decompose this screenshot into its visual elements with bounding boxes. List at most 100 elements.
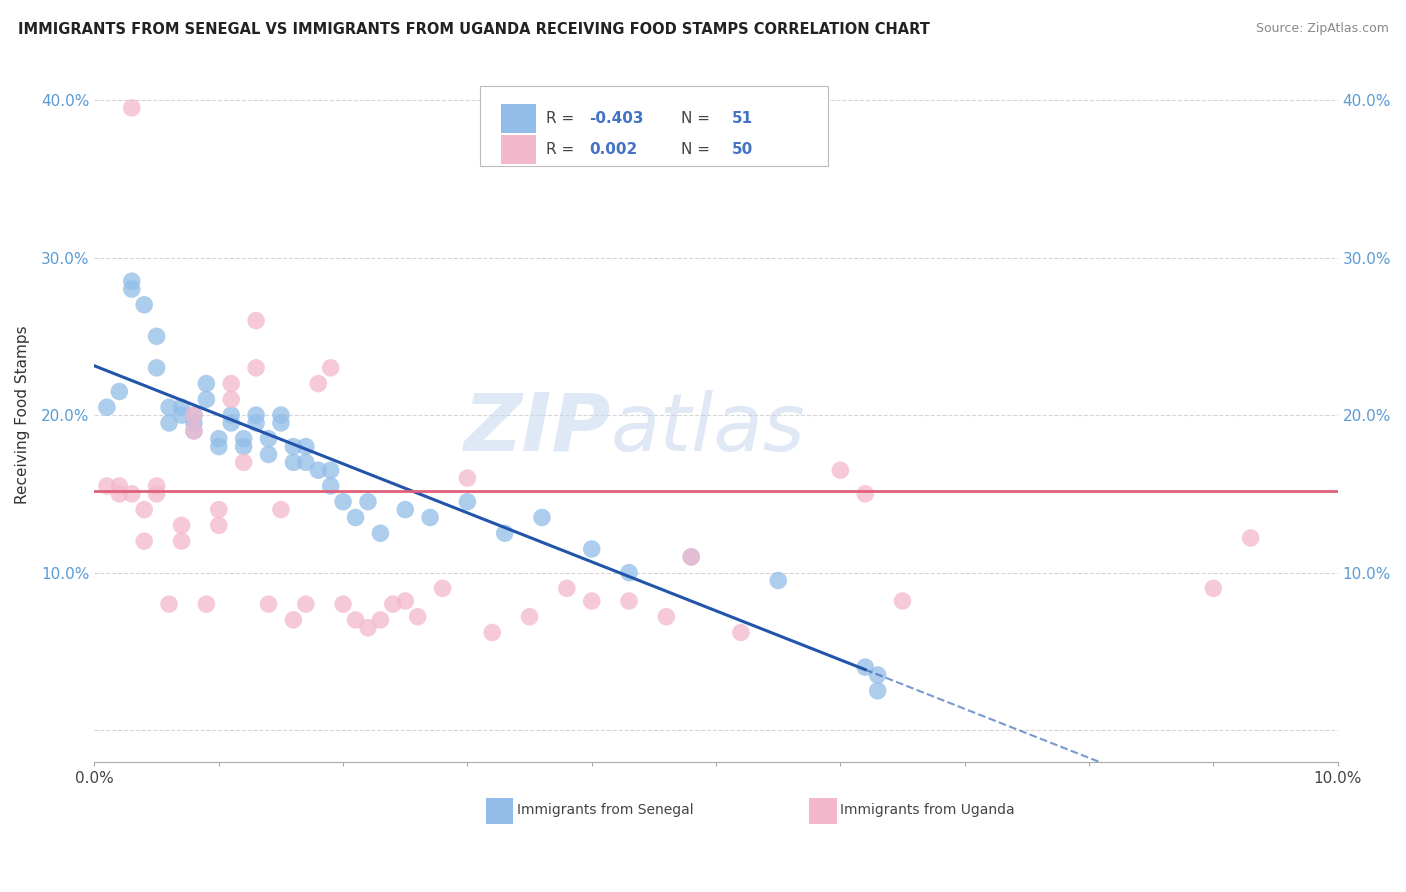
Point <box>1239 531 1261 545</box>
Point <box>232 455 254 469</box>
Bar <box>501 104 536 133</box>
Text: 50: 50 <box>733 142 754 157</box>
Point <box>555 582 578 596</box>
Point <box>170 518 193 533</box>
Text: -0.403: -0.403 <box>589 111 644 126</box>
Point <box>432 582 454 596</box>
Point <box>370 613 392 627</box>
Point <box>257 448 280 462</box>
Text: IMMIGRANTS FROM SENEGAL VS IMMIGRANTS FROM UGANDA RECEIVING FOOD STAMPS CORRELAT: IMMIGRANTS FROM SENEGAL VS IMMIGRANTS FR… <box>18 22 931 37</box>
Point <box>183 408 205 422</box>
Point <box>208 432 231 446</box>
Point <box>681 549 703 564</box>
Point <box>208 502 231 516</box>
Point <box>121 487 143 501</box>
Bar <box>486 797 513 824</box>
Point <box>866 668 889 682</box>
Y-axis label: Receiving Food Stamps: Receiving Food Stamps <box>15 326 30 504</box>
Point <box>1202 582 1225 596</box>
Point <box>245 408 267 422</box>
Point <box>456 471 478 485</box>
Point <box>617 566 640 580</box>
Point <box>219 376 242 391</box>
Point <box>145 360 167 375</box>
Point <box>370 526 392 541</box>
Point <box>357 494 380 508</box>
Point <box>183 424 205 438</box>
Point <box>332 494 354 508</box>
Point <box>519 609 541 624</box>
Point <box>121 274 143 288</box>
Point <box>394 594 416 608</box>
Point <box>145 329 167 343</box>
Point <box>307 376 329 391</box>
Point <box>183 424 205 438</box>
Point <box>108 487 131 501</box>
Point <box>830 463 852 477</box>
Point <box>245 416 267 430</box>
Point <box>766 574 789 588</box>
Point <box>270 408 292 422</box>
Point <box>891 594 914 608</box>
Point <box>245 360 267 375</box>
Text: Immigrants from Uganda: Immigrants from Uganda <box>841 803 1015 817</box>
Text: Immigrants from Senegal: Immigrants from Senegal <box>517 803 693 817</box>
Point <box>344 510 367 524</box>
Point <box>332 597 354 611</box>
Text: N =: N = <box>682 142 716 157</box>
Point <box>270 416 292 430</box>
Point <box>655 609 678 624</box>
Bar <box>501 135 536 163</box>
Point <box>295 597 318 611</box>
Point <box>406 609 429 624</box>
Point <box>681 549 703 564</box>
Point <box>394 502 416 516</box>
Point <box>245 313 267 327</box>
Point <box>581 541 603 556</box>
Point <box>456 494 478 508</box>
Point <box>232 440 254 454</box>
Point <box>157 597 180 611</box>
Point <box>494 526 516 541</box>
Point <box>208 518 231 533</box>
Point <box>270 502 292 516</box>
Point <box>195 597 218 611</box>
Point <box>357 621 380 635</box>
Point <box>170 534 193 549</box>
Point <box>157 416 180 430</box>
Point <box>530 510 553 524</box>
Point <box>295 455 318 469</box>
Point <box>134 534 156 549</box>
Text: atlas: atlas <box>610 390 806 468</box>
Point <box>730 625 752 640</box>
Point <box>295 440 318 454</box>
Text: 0.002: 0.002 <box>589 142 637 157</box>
Text: ZIP: ZIP <box>463 390 610 468</box>
Point <box>853 487 876 501</box>
Point <box>170 408 193 422</box>
Point <box>121 282 143 296</box>
Point <box>381 597 404 611</box>
Point <box>257 432 280 446</box>
Point <box>219 392 242 407</box>
Point <box>96 479 118 493</box>
Text: R =: R = <box>546 111 579 126</box>
Point <box>219 416 242 430</box>
Text: 51: 51 <box>733 111 754 126</box>
Text: R =: R = <box>546 142 579 157</box>
Point <box>208 440 231 454</box>
Point <box>145 479 167 493</box>
Point <box>134 298 156 312</box>
Text: N =: N = <box>682 111 716 126</box>
Point <box>307 463 329 477</box>
Point <box>183 408 205 422</box>
Point <box>419 510 441 524</box>
Point <box>581 594 603 608</box>
Point <box>344 613 367 627</box>
Point <box>232 432 254 446</box>
Point <box>257 597 280 611</box>
Point <box>195 392 218 407</box>
Point <box>283 455 305 469</box>
Point <box>108 384 131 399</box>
Point <box>283 440 305 454</box>
